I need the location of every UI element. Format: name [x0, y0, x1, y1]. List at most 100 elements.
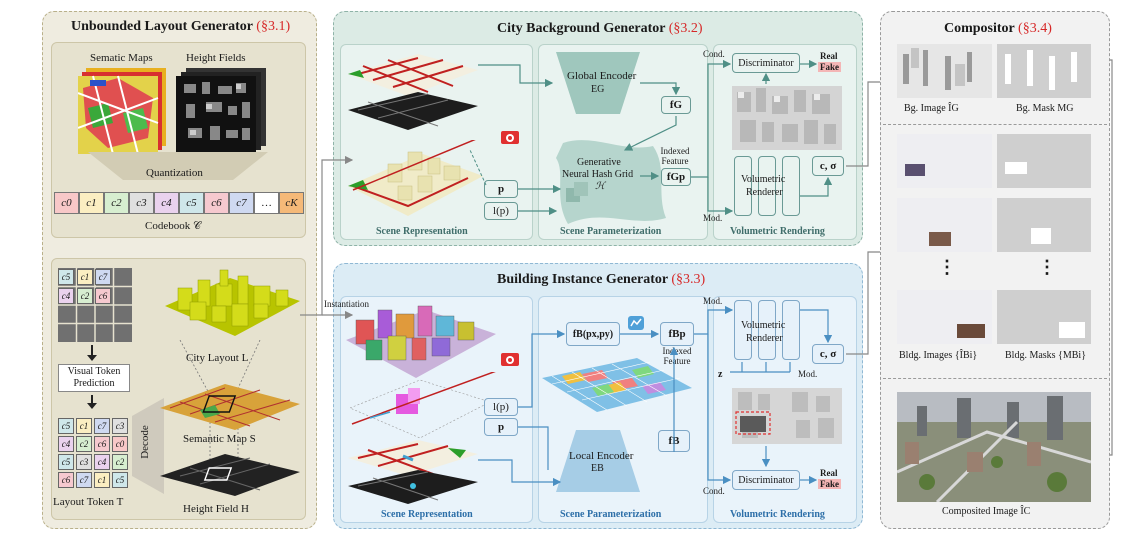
bg-mask-label: Bg. Mask MG — [1016, 103, 1074, 114]
height-field-h-label: Height Field H — [183, 503, 249, 515]
z-label: z — [718, 369, 723, 380]
bldg-renderer-col — [734, 300, 752, 360]
token-cell: c2 — [112, 454, 128, 470]
semantic-map-s-label: Semantic Map S — [183, 433, 256, 445]
token-cell: c6 — [94, 436, 110, 452]
token-cell: c0 — [112, 436, 128, 452]
bg-indexed-feature-label: Indexed Feature — [660, 146, 690, 166]
down-arrow-head — [87, 403, 97, 409]
bldg-semantic-layer-image — [348, 440, 478, 476]
bldg-fake-label: Fake — [818, 479, 841, 489]
bldg-c-sigma-box: c, σ — [812, 344, 844, 364]
bldg-scene-parameterization-label: Scene Parameterization — [560, 509, 662, 520]
codebook-token: … — [254, 192, 279, 214]
city-layout-label: City Layout L — [186, 352, 249, 364]
bg-discriminator-box: Discriminator — [732, 53, 800, 73]
bldg-image-thumb-1 — [897, 134, 992, 188]
token-cell: c2 — [77, 288, 93, 304]
compositor-divider — [883, 124, 1107, 125]
compositor-divider — [883, 378, 1107, 379]
fG-box: fG — [661, 96, 691, 114]
bg-height-layer-image — [348, 92, 478, 130]
token-cell: c5 — [58, 454, 74, 470]
bldg-masks-label: Bldg. Masks {MBi} — [1005, 350, 1087, 361]
bg-image-thumb — [897, 44, 992, 98]
token-cell: c5 — [112, 472, 128, 488]
bldg-dots-right: ⋮ — [1038, 257, 1056, 277]
fBp-box: fBp — [660, 322, 694, 346]
bldg-feature-grid-image — [542, 358, 692, 412]
bg-renderer-col — [734, 156, 752, 216]
bg-volumetric-rendering-label: Volumetric Rendering — [730, 226, 825, 237]
bldg-rendered-image — [732, 388, 842, 444]
city-background-title: City Background Generator (§3.2) — [497, 21, 703, 36]
bg-camera-icon — [501, 131, 519, 144]
bldg-mod-label-top: Mod. — [703, 296, 723, 306]
global-encoder-label: Global Encoder — [567, 70, 637, 82]
bg-renderer-label-1: Volumetric — [741, 174, 786, 185]
bldg-renderer-col — [782, 300, 800, 360]
layout-generator-title: Unbounded Layout Generator (§3.1) — [71, 19, 291, 34]
bldg-height-layer-image — [348, 470, 478, 504]
token-cell: c4 — [94, 454, 110, 470]
token-cell: c4 — [58, 436, 74, 452]
building-instance-title: Building Instance Generator (§3.3) — [497, 272, 706, 287]
bldg-mask-thumb-1 — [997, 134, 1091, 188]
bldg-mask-thumb-2 — [997, 198, 1091, 252]
down-arrow — [91, 395, 93, 405]
bldg-p-box: p — [484, 418, 518, 436]
bldg-dots-left: ⋮ — [938, 257, 956, 277]
bg-mod-label: Mod. — [703, 213, 723, 223]
local-encoder-label: Local Encoder — [569, 450, 634, 462]
bg-renderer-col — [758, 156, 776, 216]
down-arrow — [91, 345, 93, 357]
compositor-title: Compositor (§3.4) — [944, 21, 1052, 36]
token-cell: c7 — [76, 472, 92, 488]
composited-image-thumb — [897, 392, 1091, 502]
token-cell: c1 — [76, 418, 92, 434]
hash-grid-blob — [556, 140, 666, 224]
decode-label: Decode — [138, 425, 151, 459]
codebook-token: c6 — [204, 192, 229, 214]
token-cell: c1 — [94, 472, 110, 488]
height-fields-image — [176, 68, 266, 154]
layout-token-label: Layout Token T — [53, 496, 124, 508]
token-cell: c6 — [58, 472, 74, 488]
global-encoder-sub: EG — [591, 84, 605, 95]
bldg-renderer-label-1: Volumetric — [741, 320, 786, 331]
bldg-hash-icon — [628, 316, 644, 330]
bldg-local-scene-image — [350, 372, 496, 439]
bldg-lp-box: l(p) — [484, 398, 518, 416]
bldg-mod-label-mid: Mod. — [798, 369, 818, 379]
bldg-mask-thumb-3 — [997, 290, 1091, 344]
local-encoder-trapezoid — [556, 430, 640, 492]
bldg-cond-label: Cond. — [703, 486, 725, 496]
bg-mask-thumb — [997, 44, 1091, 98]
bldg-volumetric-rendering-label: Volumetric Rendering — [730, 509, 825, 520]
semantic-map-s-image — [160, 384, 300, 430]
semantic-maps-label: Sematic Maps — [90, 52, 153, 64]
codebook-token: c2 — [104, 192, 129, 214]
token-cell: c5 — [58, 418, 74, 434]
height-field-h-image — [160, 454, 300, 496]
bldg-image-thumb-2 — [897, 198, 992, 252]
down-arrow-head — [87, 355, 97, 361]
token-cell: c4 — [58, 288, 74, 304]
bg-scene-parameterization-label: Scene Parameterization — [560, 226, 662, 237]
bldg-real-label: Real — [820, 468, 838, 478]
bg-fake-label: Fake — [818, 62, 841, 72]
bg-c-sigma-box: c, σ — [812, 156, 844, 176]
token-cell: c6 — [95, 288, 111, 304]
semantic-maps-image — [78, 68, 166, 154]
token-cell: c3 — [112, 418, 128, 434]
codebook-token: c7 — [229, 192, 254, 214]
token-cell: c3 — [76, 454, 92, 470]
codebook-token: c4 — [154, 192, 179, 214]
bg-scene-representation-label: Scene Representation — [376, 226, 468, 237]
bg-semantic-layer-image — [348, 54, 478, 96]
quantization-label: Quantization — [146, 167, 203, 179]
bldg-city-3d-image — [346, 305, 496, 378]
bldg-scene-representation-label: Scene Representation — [381, 509, 473, 520]
fB-box: fB — [658, 430, 690, 452]
codebook-token: c1 — [79, 192, 104, 214]
